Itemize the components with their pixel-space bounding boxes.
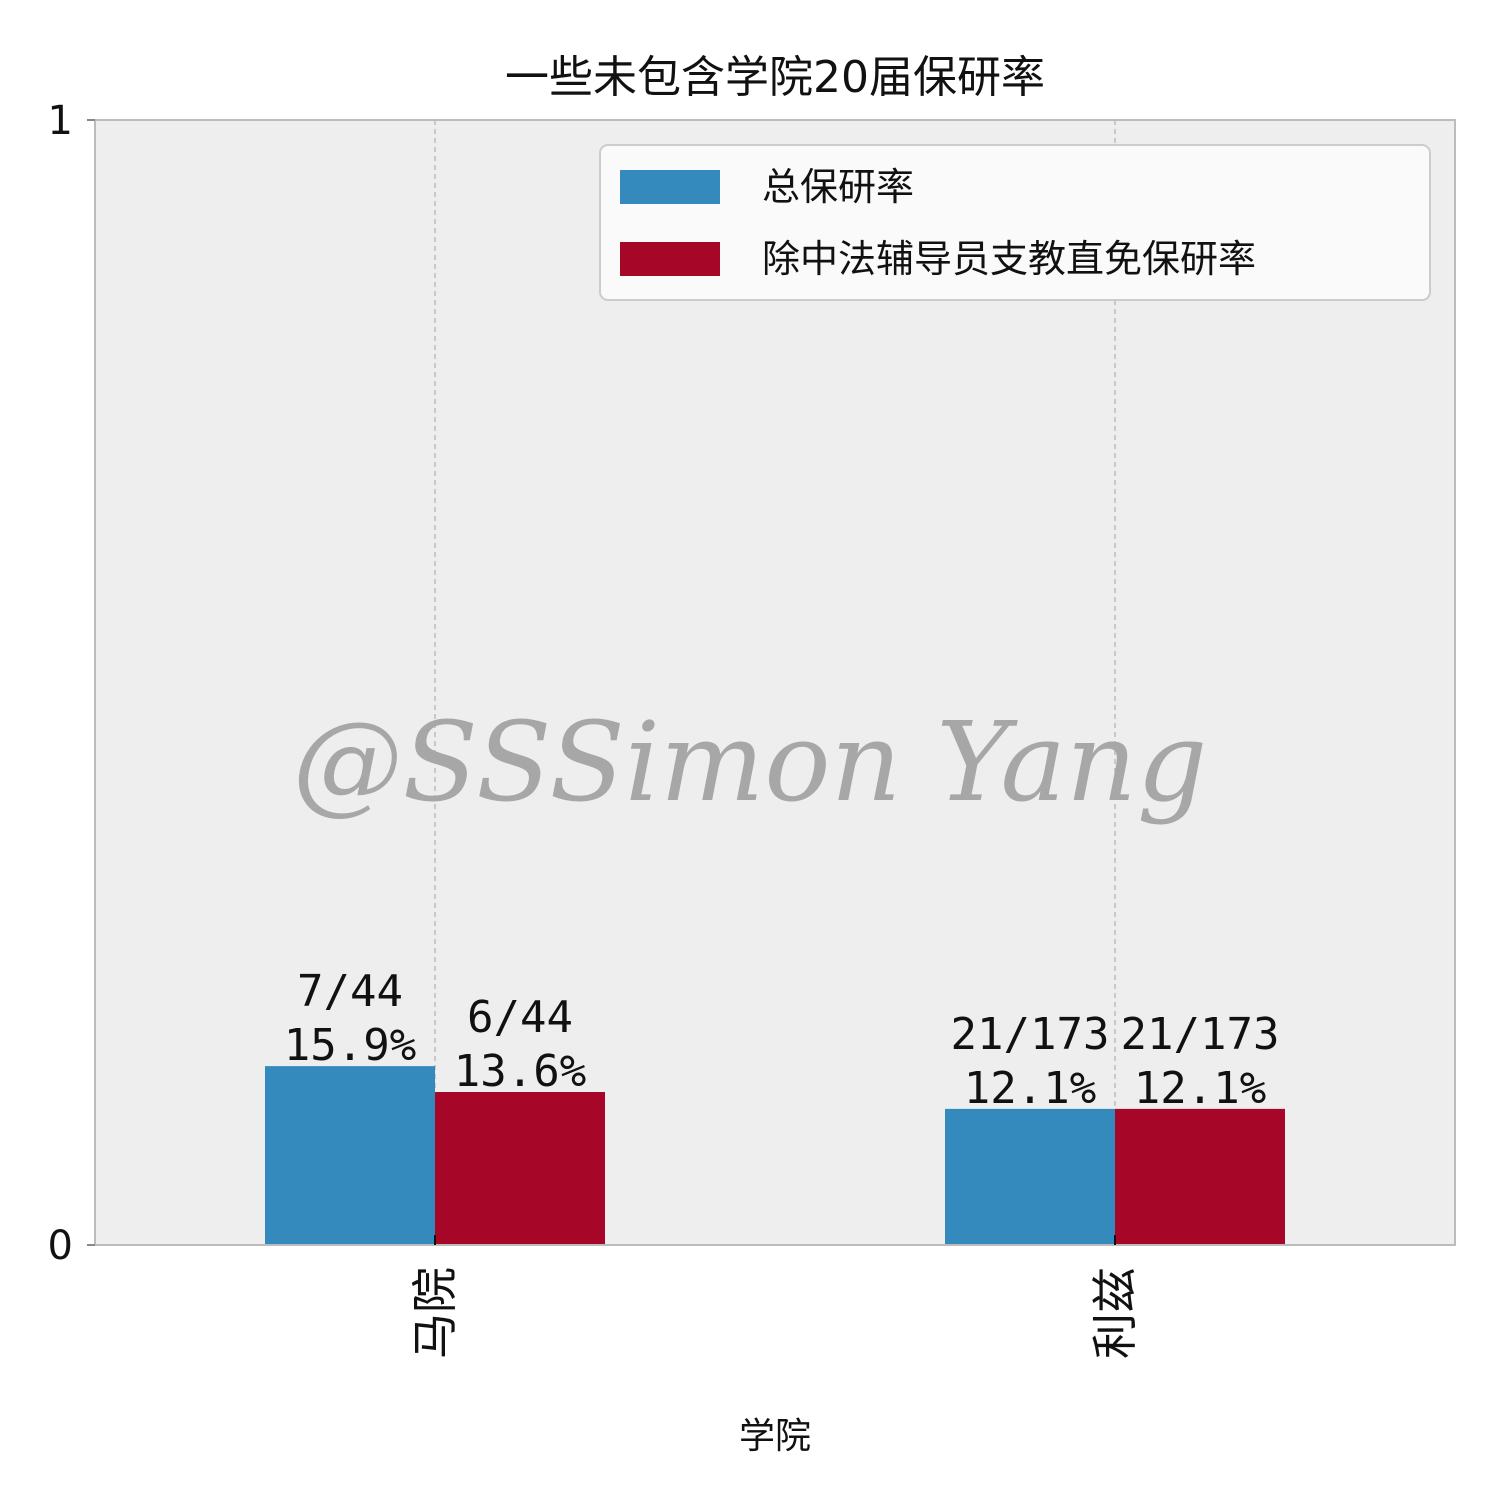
y-tick-label: 1 xyxy=(48,98,73,144)
legend-label-total-rate: 总保研率 xyxy=(762,165,914,209)
plot-area xyxy=(95,120,1455,1245)
chart-title: 一些未包含学院20届保研率 xyxy=(505,52,1045,103)
legend-swatch-total-rate xyxy=(620,170,720,204)
ticks-layer: 0 1 马院 利兹 xyxy=(48,98,1142,1359)
y-tick-label: 0 xyxy=(48,1223,73,1269)
legend-box xyxy=(599,144,1431,301)
data-label-percent: 12.1% xyxy=(964,1063,1096,1114)
grid-layer xyxy=(434,120,1116,1245)
bar-total-0 xyxy=(265,1066,435,1245)
legend: 总保研率 除中法辅导员支教直免保研率 xyxy=(599,144,1431,301)
plot-border xyxy=(94,119,1456,1246)
data-label-fraction: 7/44 xyxy=(297,966,403,1017)
bar-adjusted-0 xyxy=(435,1092,605,1245)
data-label-percent: 13.6% xyxy=(454,1046,586,1097)
x-tick-label: 马院 xyxy=(408,1267,462,1359)
bars-layer xyxy=(265,1066,1285,1245)
bar-total-1 xyxy=(945,1108,1115,1245)
legend-swatch-adjusted-rate xyxy=(620,242,720,276)
x-axis-label: 学院 xyxy=(739,1416,811,1457)
data-label-percent: 15.9% xyxy=(284,1020,416,1071)
watermark-text: @SSSimon Yang xyxy=(293,698,1208,826)
bar-adjusted-1 xyxy=(1115,1108,1285,1245)
data-label-fraction: 21/173 xyxy=(951,1009,1110,1060)
x-tick-label: 利兹 xyxy=(1088,1267,1142,1359)
legend-label-adjusted-rate: 除中法辅导员支教直免保研率 xyxy=(762,237,1256,281)
data-label-fraction: 6/44 xyxy=(467,992,573,1043)
data-label-percent: 12.1% xyxy=(1134,1063,1266,1114)
data-label-fraction: 21/173 xyxy=(1121,1009,1280,1060)
